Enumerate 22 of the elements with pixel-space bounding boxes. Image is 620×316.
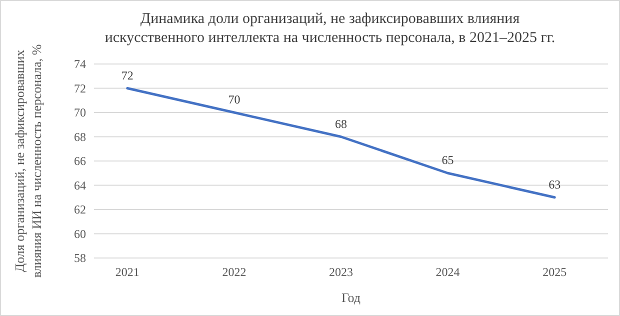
x-tick-label: 2021 (115, 265, 140, 279)
x-tick-label: 2024 (436, 265, 460, 279)
data-label: 65 (442, 153, 454, 168)
y-axis-title: Доля организаций, не зафиксировавших влияния ИИ на численность персонала, % (12, 44, 44, 278)
data-label: 70 (228, 92, 240, 106)
data-label: 63 (548, 177, 561, 192)
y-tick-label: 58 (74, 251, 86, 266)
y-tick-label: 60 (74, 226, 86, 241)
x-axis-title: Год (341, 290, 361, 305)
data-label: 72 (121, 68, 134, 82)
y-tick-label: 62 (74, 202, 86, 217)
x-tick-label: 2023 (329, 265, 353, 279)
y-tick-label: 66 (74, 154, 86, 168)
x-tick-label: 2025 (542, 265, 567, 279)
x-tick-label: 2022 (222, 265, 246, 279)
data-label: 68 (335, 116, 347, 131)
y-tick-label: 68 (74, 130, 86, 144)
y-tick-label: 64 (74, 178, 86, 192)
chart-title: Динамика доли организаций, не зафиксировавших влияния искусственного интеллекта на численность персонала, в 2021–2025 гг. (104, 11, 556, 46)
y-tick-label: 70 (74, 106, 86, 120)
y-tick-label: 74 (74, 57, 86, 72)
y-tick-label: 72 (74, 81, 86, 96)
